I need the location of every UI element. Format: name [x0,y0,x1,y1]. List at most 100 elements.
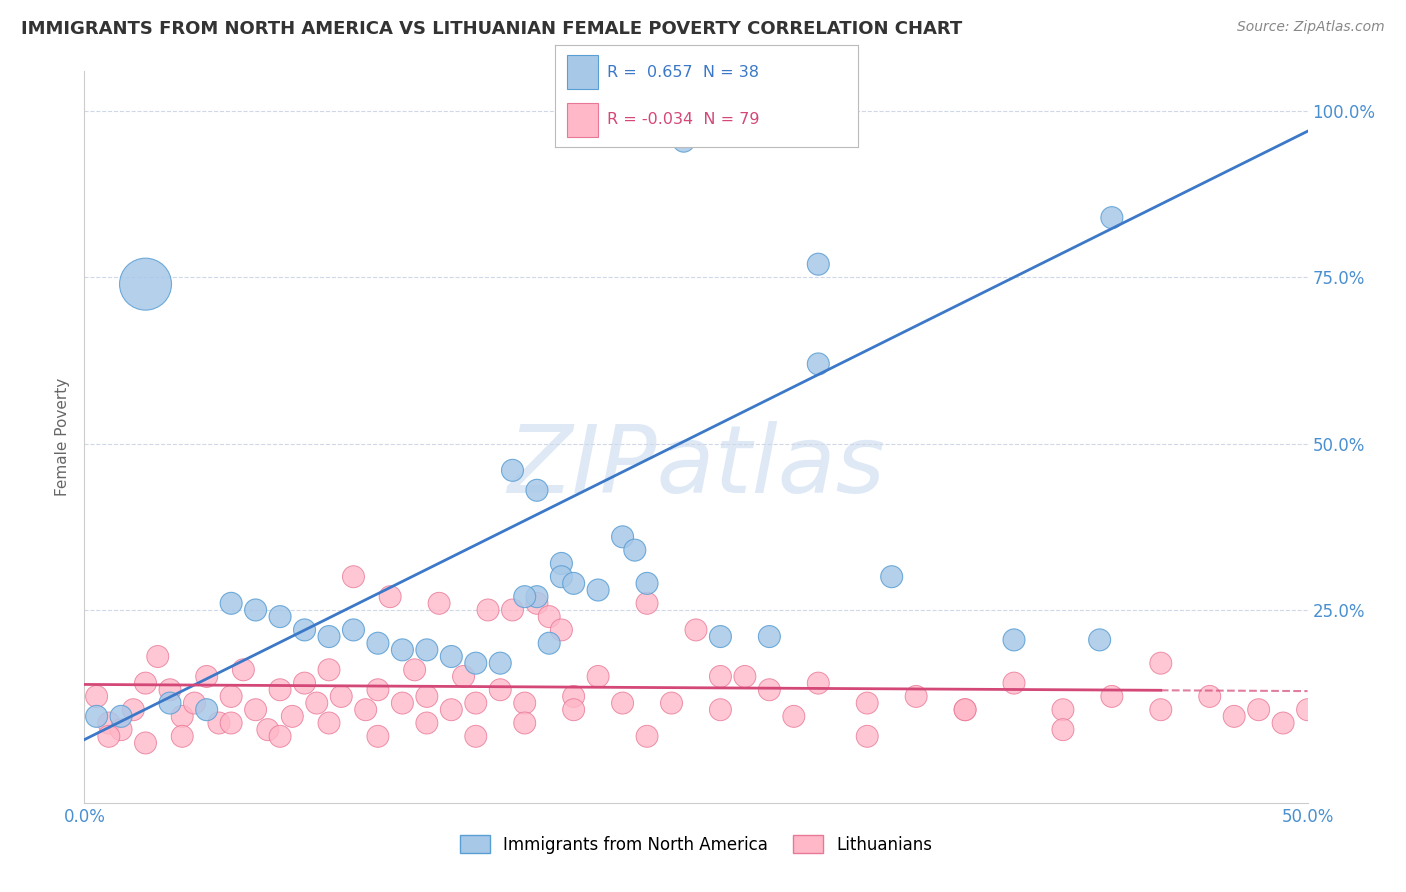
Point [416,690,439,704]
Point [1101,211,1123,225]
Point [440,703,463,717]
Point [342,570,364,584]
Point [146,649,169,664]
Point [135,277,157,292]
Point [110,709,132,723]
Point [427,596,450,610]
Point [440,649,463,664]
Point [758,630,780,644]
Bar [568,55,598,88]
Point [661,696,683,710]
Point [1002,676,1025,690]
Point [342,623,364,637]
Legend: Immigrants from North America, Lithuanians: Immigrants from North America, Lithuania… [453,829,939,860]
Point [281,709,304,723]
Point [1002,632,1025,647]
Point [294,623,316,637]
Point [562,690,585,704]
Point [159,696,181,710]
Point [636,576,658,591]
Point [318,663,340,677]
Point [709,630,731,644]
Point [172,709,194,723]
Point [1150,656,1173,670]
Point [1223,709,1246,723]
Point [477,603,499,617]
Point [391,696,413,710]
Point [612,696,634,710]
Point [538,609,561,624]
Point [489,656,512,670]
Point [513,716,536,731]
Point [97,716,120,731]
Point [416,716,439,731]
Point [612,530,634,544]
Point [953,703,976,717]
Point [86,709,108,723]
Point [513,590,536,604]
Point [269,682,291,697]
Point [172,729,194,743]
Point [208,716,231,731]
Point [526,483,548,498]
Point [330,690,353,704]
Point [135,676,157,690]
Point [624,543,647,558]
Point [464,656,486,670]
Point [586,669,609,683]
Point [550,623,572,637]
Point [391,643,413,657]
Point [195,703,218,717]
Point [709,703,731,717]
Point [1247,703,1270,717]
Point [305,696,328,710]
Point [219,690,242,704]
Point [1088,632,1111,647]
Point [550,570,572,584]
Point [367,729,389,743]
Point [294,676,316,690]
Text: R =  0.657  N = 38: R = 0.657 N = 38 [607,65,759,79]
Point [538,636,561,650]
Point [367,636,389,650]
Point [489,682,512,697]
Point [380,590,402,604]
Point [269,729,291,743]
Point [807,357,830,371]
Point [159,682,181,697]
Point [526,590,548,604]
Point [110,723,132,737]
Point [135,736,157,750]
Point [318,630,340,644]
Point [550,557,572,571]
Point [232,663,254,677]
Point [257,723,280,737]
Point [1150,703,1173,717]
Point [1198,690,1220,704]
Point [953,703,976,717]
Point [86,690,108,704]
Point [526,596,548,610]
Point [245,703,267,717]
Point [672,134,695,148]
Point [318,716,340,731]
Text: R = -0.034  N = 79: R = -0.034 N = 79 [607,112,759,127]
Point [219,716,242,731]
Point [269,609,291,624]
Point [856,729,879,743]
Point [513,696,536,710]
Point [636,729,658,743]
Point [1272,716,1295,731]
Point [404,663,426,677]
Point [1052,723,1074,737]
Point [1052,703,1074,717]
Point [245,603,267,617]
Point [1296,703,1319,717]
Y-axis label: Female Poverty: Female Poverty [55,378,70,496]
Point [685,623,707,637]
Point [122,703,145,717]
Point [1101,690,1123,704]
Point [758,682,780,697]
Point [367,682,389,697]
Point [783,709,806,723]
